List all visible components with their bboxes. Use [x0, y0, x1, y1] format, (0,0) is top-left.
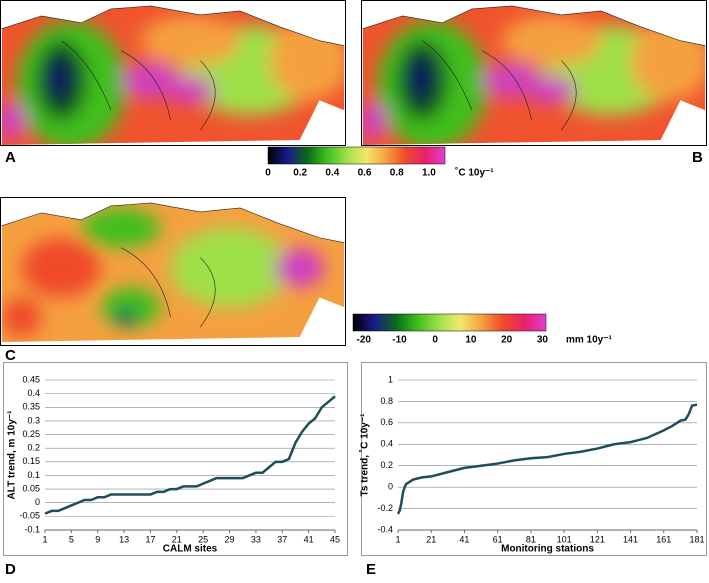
y-tick-label: 0.4 — [27, 388, 40, 398]
x-tick-label: 9 — [95, 534, 100, 544]
y-tick-label: 0.05 — [22, 483, 40, 493]
map-frame — [0, 197, 346, 346]
x-tick-label: 21 — [426, 534, 436, 544]
y-tick-label: 0.6 — [380, 417, 393, 427]
colorbar-tick-label: 0.4 — [325, 168, 339, 179]
y-tick-label: 0.8 — [380, 396, 393, 406]
y-axis-title: ALT trend, m 10y⁻¹ — [7, 410, 18, 500]
y-tick-label: 0.1 — [27, 470, 40, 480]
x-tick-label: 37 — [277, 534, 287, 544]
y-tick-label: 0.3 — [27, 415, 40, 425]
y-tick-label: 0 — [388, 482, 393, 492]
y-tick-label: 0 — [35, 497, 40, 507]
y-tick-label: 0.4 — [380, 439, 393, 449]
chart-frame — [3, 362, 348, 556]
x-tick-label: 1 — [42, 534, 47, 544]
x-tick-label: 61 — [493, 534, 503, 544]
colorbar — [267, 146, 446, 165]
map-a — [0, 1, 349, 150]
x-tick-label: 33 — [251, 534, 261, 544]
x-tick-label: 1 — [395, 534, 400, 544]
x-tick-label: 45 — [330, 534, 340, 544]
map-c — [2, 198, 345, 345]
panel-label: C — [5, 347, 16, 364]
x-tick-label: 17 — [145, 534, 155, 544]
x-tick-label: 41 — [459, 534, 469, 544]
panel-label: D — [5, 561, 16, 578]
x-tick-label: 181 — [689, 534, 704, 544]
x-tick-label: 21 — [172, 534, 182, 544]
y-tick-label: 1 — [388, 374, 393, 384]
colorbar-unit: ˚C 10y⁻¹ — [455, 167, 494, 179]
x-tick-label: 161 — [656, 534, 671, 544]
colorbar — [352, 313, 547, 332]
colorbar-tick-label: 30 — [537, 335, 549, 346]
x-tick-label: 41 — [304, 534, 314, 544]
map-frame — [0, 0, 346, 146]
x-tick-label: 13 — [119, 534, 129, 544]
y-tick-label: 0.15 — [22, 456, 40, 466]
x-tick-label: 141 — [623, 534, 638, 544]
x-tick-label: 101 — [557, 534, 572, 544]
map-frame — [361, 0, 707, 146]
colorbar-tick-label: -20 — [356, 335, 371, 346]
y-tick-label: 0.45 — [22, 374, 40, 384]
chart-frame — [361, 362, 707, 556]
y-tick-label: -0.4 — [377, 524, 393, 534]
colorbar-tick-label: 10 — [465, 335, 477, 346]
colorbar-tick-label: 0.8 — [390, 168, 404, 179]
panel-label: E — [366, 561, 376, 578]
colorbar-tick-label: 1.0 — [422, 168, 436, 179]
line — [396, 403, 698, 515]
colorbar-tick-label: 20 — [501, 335, 513, 346]
x-tick-label: 121 — [590, 534, 605, 544]
x-axis-title: CALM sites — [163, 544, 218, 555]
panel-label: A — [5, 149, 16, 166]
panel-label: B — [692, 149, 703, 166]
y-axis-title: Ts trend, ˚C 10y⁻¹ — [359, 413, 371, 497]
y-tick-label: 0.2 — [27, 443, 40, 453]
y-tick-label: -0.2 — [377, 503, 393, 513]
x-tick-label: 5 — [69, 534, 74, 544]
x-tick-label: 29 — [225, 534, 235, 544]
colorbar-tick-label: 0 — [432, 335, 438, 346]
x-tick-label: 25 — [198, 534, 208, 544]
colorbar-unit: mm 10y⁻¹ — [566, 335, 613, 346]
colorbar-tick-label: 0 — [265, 168, 271, 179]
y-tick-label: 0.35 — [22, 402, 40, 412]
y-tick-label: 0.2 — [380, 460, 393, 470]
line — [44, 395, 336, 515]
x-tick-label: 81 — [526, 534, 536, 544]
y-tick-label: -0.1 — [24, 524, 40, 534]
colorbar-tick-label: 0.2 — [293, 168, 307, 179]
colorbar-tick-label: 0.6 — [358, 168, 372, 179]
map-b — [358, 1, 709, 150]
x-axis-title: Monitoring stations — [501, 544, 594, 555]
y-tick-label: -0.05 — [19, 511, 40, 521]
colorbar-tick-label: -10 — [392, 335, 407, 346]
y-tick-label: 0.25 — [22, 429, 40, 439]
